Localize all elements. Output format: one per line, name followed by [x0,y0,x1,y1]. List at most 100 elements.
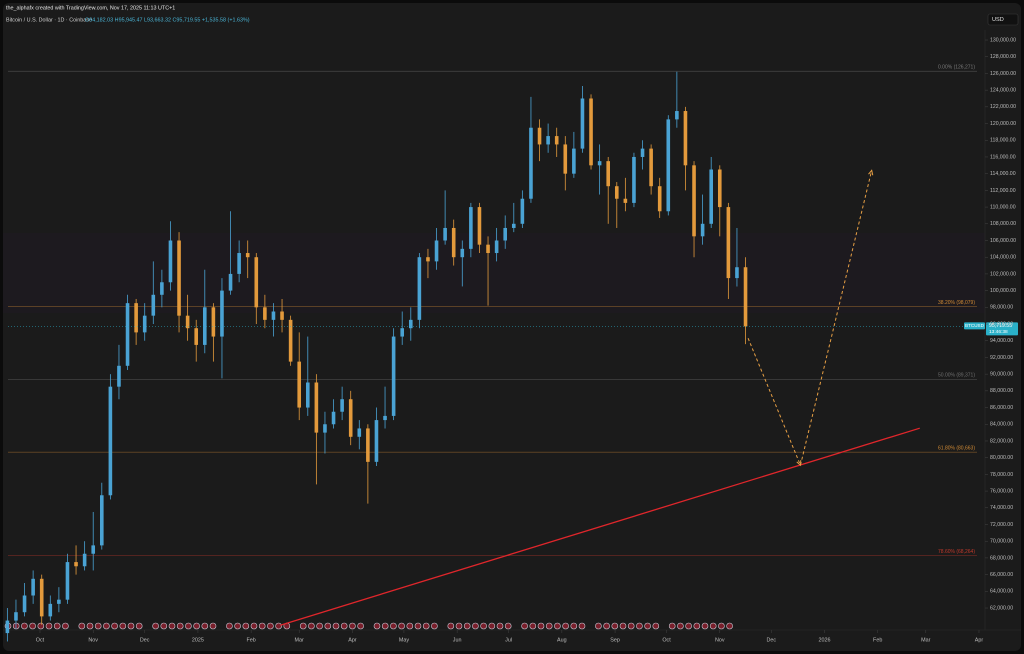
event-icon [209,622,217,630]
event-icon [463,622,471,630]
event-icon [299,622,307,630]
event-icon [685,622,692,630]
event-icon [201,622,209,630]
event-icon [529,622,537,630]
x-tick-label: Oct [36,637,45,643]
event-icon [234,622,241,630]
y-tick-label: 72,000.00 [990,522,1013,528]
event-icon [168,622,176,630]
event-icon [308,622,315,630]
event-icon [349,622,356,630]
event-icon [135,622,143,630]
candle-body [314,382,319,433]
event-icon [619,622,627,630]
y-tick-label: 130,000.00 [990,37,1016,43]
event-icon [21,622,28,630]
event-icon [693,622,701,630]
event-icon [267,622,274,630]
fib-label: 50.00% (89,371) [938,373,975,379]
candle-body [537,127,542,145]
candle-body [357,428,362,437]
candle-body [194,328,199,345]
candle-body [580,98,585,149]
candle-body [494,240,499,254]
candle-body [65,562,70,600]
event-icon [455,622,463,630]
candle-body [117,365,121,387]
event-icon [537,622,545,630]
x-tick-label: Apr [975,637,984,643]
candle-body [297,361,302,408]
candle-body [31,578,35,596]
candle-body [477,207,482,245]
event-icon [636,622,643,630]
event-icon [480,622,487,630]
y-tick-label: 122,000.00 [990,104,1016,110]
y-tick-label: 64,000.00 [990,589,1013,595]
candle-body [305,382,310,408]
currency-button[interactable] [987,13,1019,26]
candle-body [460,248,465,258]
event-icon [545,622,553,630]
x-tick-label: May [399,637,409,643]
candle-body [177,240,181,316]
event-icon [472,622,479,630]
candle-body [5,620,10,634]
currency-label[interactable]: USD [992,17,1004,23]
event-icon [340,622,348,630]
event-icon [504,622,512,630]
candle-body [614,186,619,199]
candle-body [22,595,27,613]
price-tag-label: 95,719.55 [989,323,1012,329]
symbol-tag [964,322,985,330]
y-tick-label: 112,000.00 [990,188,1016,194]
candle-body [529,127,533,199]
x-tick-label: Mar [295,637,304,643]
candle-body [48,603,53,617]
event-icon [554,622,561,630]
event-icon [496,622,504,630]
candle-body [675,111,679,120]
y-tick-label: 104,000.00 [990,255,1016,261]
candle-body [709,169,713,224]
candle-body [374,420,379,462]
event-icon [414,622,422,630]
arrow-head [868,169,874,176]
x-tick-label: 2026 [818,637,830,643]
candle-body [366,428,370,462]
candle-body [271,311,276,320]
candle-body [572,148,576,174]
event-icon [381,622,389,630]
candle-body [743,267,748,327]
watermark: the_alphafx created with TradingView.com… [6,5,175,11]
candle-body [632,156,636,203]
event-icon [94,622,102,630]
candle-body [554,136,559,145]
y-tick-label: 126,000.00 [990,71,1016,77]
candle-body [151,294,156,316]
candle-body [142,315,147,333]
event-icon [53,622,61,630]
x-tick-label: Dec [766,637,776,643]
candle-body [99,495,104,546]
x-tick-label: Apr [348,637,357,643]
event-icon [78,622,86,630]
y-tick-label: 76,000.00 [990,488,1013,494]
candle-body [486,244,490,254]
x-tick-label: Oct [662,637,671,643]
candle-body [692,165,696,237]
candle-body [597,161,602,166]
event-icon [45,622,53,630]
candle-body [288,319,293,362]
event-icon [62,622,69,630]
candle-body [383,415,387,421]
x-tick-label: Jul [505,637,512,643]
event-icon [390,622,397,630]
event-icon [398,622,405,630]
y-tick-label: 96,000.00 [990,321,1013,327]
y-tick-label: 74,000.00 [990,505,1013,511]
event-icon [652,622,660,630]
candle-body [245,253,250,258]
candle-body [434,240,439,262]
candle-body [237,253,241,274]
